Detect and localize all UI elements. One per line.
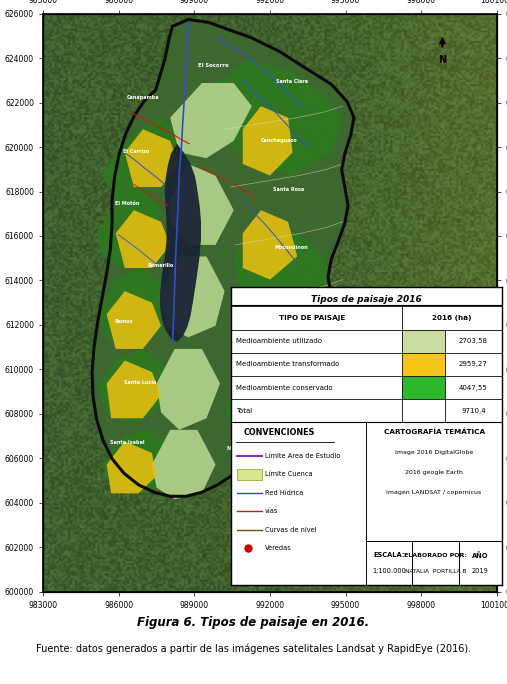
Polygon shape	[170, 164, 234, 245]
Polygon shape	[97, 268, 170, 349]
Text: ESCALA:: ESCALA:	[374, 553, 405, 558]
Text: El Socorro: El Socorro	[198, 63, 229, 68]
Text: Red Hídrica: Red Hídrica	[265, 490, 303, 496]
Polygon shape	[106, 360, 161, 419]
Text: Santa Teresita: Santa Teresita	[260, 305, 300, 310]
Text: CONVENCIONES: CONVENCIONES	[244, 428, 315, 437]
Polygon shape	[97, 187, 161, 268]
Polygon shape	[116, 210, 170, 268]
Text: Figura 6. Tipos de paisaje en 2016.: Figura 6. Tipos de paisaje en 2016.	[137, 616, 370, 629]
Text: Medioambiente utilizado: Medioambiente utilizado	[236, 338, 321, 344]
Text: Ramos: Ramos	[115, 319, 133, 324]
Text: Límite Area de Estudio: Límite Area de Estudio	[265, 453, 340, 459]
Text: Mocondinon: Mocondinon	[275, 246, 309, 250]
Polygon shape	[206, 60, 343, 176]
Bar	[231, 306, 502, 330]
Polygon shape	[157, 349, 220, 430]
Polygon shape	[106, 441, 157, 493]
Text: vías: vías	[265, 508, 278, 514]
Text: Canchaguazo: Canchaguazo	[261, 138, 298, 144]
Polygon shape	[234, 222, 334, 326]
Text: 2016 geogle Earth: 2016 geogle Earth	[405, 470, 463, 475]
Bar	[402, 376, 445, 399]
Bar	[445, 399, 502, 422]
Text: N: N	[439, 55, 447, 65]
Text: 2959,27: 2959,27	[459, 361, 488, 367]
Bar	[402, 399, 445, 422]
Polygon shape	[243, 106, 293, 176]
Text: Fuente: datos generados a partir de las imágenes satelitales Landsat y RapidEye : Fuente: datos generados a partir de las …	[36, 643, 471, 654]
Bar	[231, 330, 402, 353]
Polygon shape	[102, 118, 179, 198]
Bar	[402, 330, 445, 353]
Text: ELABORADO POR:: ELABORADO POR:	[404, 553, 467, 558]
Bar	[402, 353, 445, 376]
Text: 2019: 2019	[472, 568, 489, 574]
Text: AÑO: AÑO	[472, 552, 488, 559]
Text: El Carrizo: El Carrizo	[123, 148, 149, 154]
Polygon shape	[161, 256, 225, 337]
Bar	[237, 469, 262, 479]
Text: 9710,4: 9710,4	[461, 408, 486, 414]
Polygon shape	[102, 430, 179, 493]
Text: Romerillo: Romerillo	[147, 263, 173, 267]
Text: Santa Rosa: Santa Rosa	[273, 187, 305, 192]
Polygon shape	[170, 83, 252, 158]
Polygon shape	[160, 144, 201, 342]
Polygon shape	[97, 349, 170, 424]
Text: Curvas de nivel: Curvas de nivel	[265, 527, 316, 533]
Text: Límite Cuenca: Límite Cuenca	[265, 471, 312, 477]
Bar	[445, 376, 502, 399]
Bar	[231, 399, 402, 422]
Polygon shape	[225, 372, 315, 464]
Polygon shape	[92, 19, 354, 497]
Text: Naranjal: Naranjal	[227, 446, 250, 451]
Text: NATALIA  PORTILLA B: NATALIA PORTILLA B	[405, 568, 466, 574]
Text: Canapamba: Canapamba	[127, 95, 159, 100]
Polygon shape	[243, 210, 297, 280]
Text: TIPO DE PAISAJE: TIPO DE PAISAJE	[279, 315, 345, 321]
Polygon shape	[152, 430, 215, 499]
Bar	[231, 353, 402, 376]
Text: 4047,55: 4047,55	[459, 384, 488, 391]
Text: Medioambiente conservado: Medioambiente conservado	[236, 384, 332, 391]
Text: Tipos de paisaje 2016: Tipos de paisaje 2016	[311, 295, 422, 304]
Text: 2703,58: 2703,58	[459, 338, 488, 344]
Bar	[445, 330, 502, 353]
Text: 2016 (ha): 2016 (ha)	[432, 315, 472, 321]
Text: Santa Clara: Santa Clara	[276, 79, 308, 84]
Bar	[231, 376, 402, 399]
Polygon shape	[234, 326, 288, 395]
Bar	[445, 353, 502, 376]
Text: Total: Total	[236, 408, 252, 414]
Text: Santa Isabel: Santa Isabel	[110, 440, 144, 445]
Text: Medioambiente transformado: Medioambiente transformado	[236, 361, 339, 367]
Text: Image 2016 DigitalGlobe: Image 2016 DigitalGlobe	[395, 450, 473, 455]
Text: El Motón: El Motón	[115, 201, 139, 206]
Text: 1:100.000: 1:100.000	[373, 568, 406, 574]
Text: Santa Lucía: Santa Lucía	[124, 380, 157, 385]
Polygon shape	[125, 129, 179, 187]
Text: CARTOGRAFÍA TEMÁTICA: CARTOGRAFÍA TEMÁTICA	[384, 428, 485, 435]
Text: Veredas: Veredas	[265, 545, 292, 551]
Text: Imagen LANDSAT / copernicus: Imagen LANDSAT / copernicus	[386, 490, 482, 495]
Polygon shape	[106, 291, 161, 349]
